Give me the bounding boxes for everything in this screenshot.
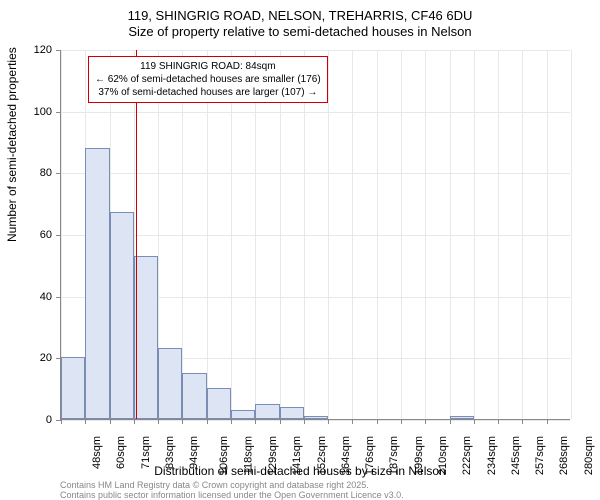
gridline-vertical bbox=[401, 50, 402, 419]
gridline-vertical bbox=[328, 50, 329, 419]
gridline-vertical bbox=[425, 50, 426, 419]
histogram-bar bbox=[280, 407, 304, 419]
histogram-bar bbox=[158, 348, 182, 419]
histogram-bar bbox=[304, 416, 328, 419]
plot-area: 119 SHINGRIG ROAD: 84sqm ← 62% of semi-d… bbox=[60, 50, 570, 420]
x-tick bbox=[377, 419, 378, 424]
gridline-vertical bbox=[304, 50, 305, 419]
gridline-horizontal bbox=[61, 50, 570, 51]
x-tick bbox=[110, 419, 111, 424]
gridline-vertical bbox=[498, 50, 499, 419]
gridline-vertical bbox=[474, 50, 475, 419]
x-tick bbox=[255, 419, 256, 424]
x-tick bbox=[352, 419, 353, 424]
gridline-vertical bbox=[352, 50, 353, 419]
gridline-vertical bbox=[231, 50, 232, 419]
histogram-bar bbox=[450, 416, 474, 419]
y-axis-label: Number of semi-detached properties bbox=[5, 47, 19, 242]
x-tick bbox=[450, 419, 451, 424]
x-tick bbox=[304, 419, 305, 424]
footer-line2: Contains public sector information licen… bbox=[60, 490, 404, 500]
histogram-bar bbox=[85, 148, 109, 419]
histogram-bar bbox=[231, 410, 255, 419]
x-tick bbox=[425, 419, 426, 424]
y-tick-label: 120 bbox=[0, 44, 52, 56]
gridline-vertical bbox=[571, 50, 572, 419]
x-tick bbox=[134, 419, 135, 424]
histogram-bar bbox=[182, 373, 206, 419]
gridline-vertical bbox=[207, 50, 208, 419]
histogram-bar bbox=[134, 256, 158, 419]
x-tick bbox=[280, 419, 281, 424]
x-tick bbox=[401, 419, 402, 424]
y-tick-label: 40 bbox=[0, 291, 52, 303]
gridline-horizontal bbox=[61, 235, 570, 236]
gridline-horizontal bbox=[61, 420, 570, 421]
annotation-line1: 119 SHINGRIG ROAD: 84sqm bbox=[95, 60, 321, 73]
x-tick bbox=[207, 419, 208, 424]
gridline-horizontal bbox=[61, 112, 570, 113]
x-tick bbox=[547, 419, 548, 424]
chart-title-line2: Size of property relative to semi-detach… bbox=[0, 24, 600, 39]
y-tick-label: 80 bbox=[0, 167, 52, 179]
histogram-bar bbox=[207, 388, 231, 419]
histogram-bar bbox=[110, 212, 134, 419]
gridline-vertical bbox=[255, 50, 256, 419]
gridline-vertical bbox=[280, 50, 281, 419]
x-axis-label: Distribution of semi-detached houses by … bbox=[0, 464, 600, 478]
x-tick bbox=[231, 419, 232, 424]
footer-line1: Contains HM Land Registry data © Crown c… bbox=[60, 480, 369, 490]
y-tick-label: 0 bbox=[0, 414, 52, 426]
annotation-box: 119 SHINGRIG ROAD: 84sqm ← 62% of semi-d… bbox=[88, 56, 328, 103]
gridline-vertical bbox=[547, 50, 548, 419]
x-tick bbox=[158, 419, 159, 424]
gridline-vertical bbox=[522, 50, 523, 419]
chart-title-line1: 119, SHINGRIG ROAD, NELSON, TREHARRIS, C… bbox=[0, 8, 600, 23]
x-tick bbox=[498, 419, 499, 424]
histogram-bar bbox=[61, 357, 85, 419]
gridline-horizontal bbox=[61, 173, 570, 174]
gridline-vertical bbox=[450, 50, 451, 419]
histogram-bar bbox=[255, 404, 279, 419]
reference-line bbox=[136, 50, 137, 419]
annotation-line2: ← 62% of semi-detached houses are smalle… bbox=[95, 73, 321, 86]
annotation-line3: 37% of semi-detached houses are larger (… bbox=[95, 86, 321, 99]
x-tick bbox=[474, 419, 475, 424]
x-tick bbox=[328, 419, 329, 424]
y-tick-label: 100 bbox=[0, 106, 52, 118]
x-tick bbox=[182, 419, 183, 424]
x-tick bbox=[61, 419, 62, 424]
chart-container: 119, SHINGRIG ROAD, NELSON, TREHARRIS, C… bbox=[0, 0, 600, 500]
gridline-vertical bbox=[182, 50, 183, 419]
x-tick bbox=[85, 419, 86, 424]
x-tick bbox=[522, 419, 523, 424]
gridline-vertical bbox=[377, 50, 378, 419]
y-tick-label: 60 bbox=[0, 229, 52, 241]
y-tick-label: 20 bbox=[0, 352, 52, 364]
